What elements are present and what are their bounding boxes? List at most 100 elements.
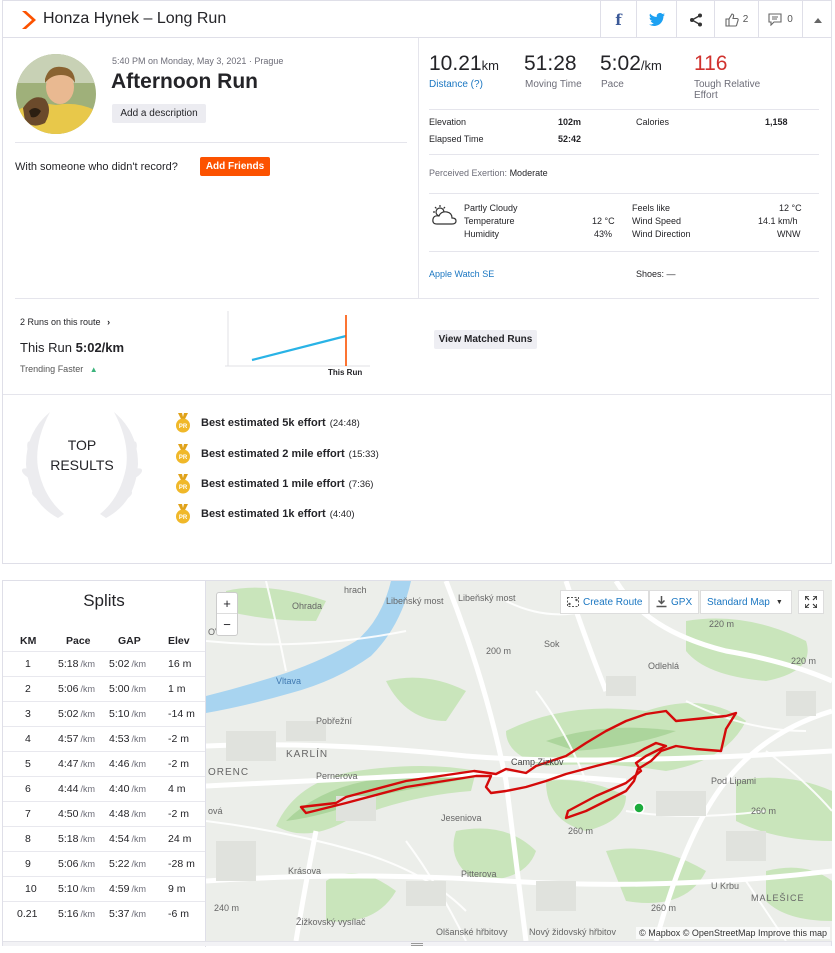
split-gap: 4:59/km	[109, 883, 146, 895]
top-results-title-line1: TOP	[67, 437, 97, 453]
pr-medal-icon: PR	[175, 413, 191, 433]
map-label: Krásova	[288, 866, 322, 876]
add-description-button[interactable]: Add a description	[112, 104, 206, 123]
split-row[interactable]: 0.21 5:16/km 5:37/km -6 m	[3, 901, 205, 926]
relative-effort-value[interactable]: 116	[694, 52, 728, 75]
split-unit: /km	[131, 759, 146, 769]
moving-time-label: Moving Time	[525, 79, 582, 90]
fullscreen-button[interactable]	[798, 590, 824, 614]
resize-handle[interactable]	[3, 941, 831, 946]
map-label: 220 m	[791, 656, 817, 666]
top-result-item[interactable]: PR Best estimated 1k effort (4:40)	[175, 504, 355, 524]
split-elev: -28 m	[168, 858, 195, 870]
split-row[interactable]: 8 5:18/km 4:54/km 24 m	[3, 826, 205, 851]
split-unit: /km	[80, 859, 95, 869]
split-row[interactable]: 2 5:06/km 5:00/km 1 m	[3, 676, 205, 701]
split-km-value: 9	[25, 858, 31, 870]
route-map[interactable]: Libeňský most Libeňský most Vltava KARLÍ…	[206, 581, 832, 941]
runs-on-route-label: 2 Runs on this route	[20, 317, 101, 327]
map-style-dropdown[interactable]: Standard Map ▼	[700, 590, 792, 614]
map-label: ová	[208, 806, 223, 816]
map-label: Pernerova	[316, 771, 358, 781]
split-pace-value: 5:02	[58, 708, 79, 720]
splits-header-km: KM	[20, 635, 37, 647]
shoes-text: Shoes: —	[636, 269, 676, 279]
route-start-marker	[633, 802, 645, 814]
zoom-in-button[interactable]: +	[217, 593, 237, 614]
split-km-value: 1	[25, 658, 31, 670]
twitter-icon	[648, 13, 665, 26]
split-row[interactable]: 4 4:57/km 4:53/km -2 m	[3, 726, 205, 751]
split-pace-value: 4:57	[58, 733, 79, 745]
split-km-value: 2	[25, 683, 31, 695]
split-unit: /km	[80, 784, 95, 794]
top-result-item[interactable]: PR Best estimated 5k effort (24:48)	[175, 413, 360, 433]
split-km-value: 7	[25, 808, 31, 820]
splits-header-gap: GAP	[118, 635, 141, 647]
facebook-share-button[interactable]: f	[600, 1, 636, 38]
split-elev: -2 m	[168, 808, 189, 820]
device-link[interactable]: Apple Watch SE	[429, 269, 495, 279]
divider	[429, 154, 819, 155]
humidity-value: 43%	[594, 229, 613, 239]
split-unit: /km	[131, 734, 146, 744]
split-km: 8	[25, 833, 31, 845]
laurel-wreath-icon	[21, 412, 143, 518]
thumbs-up-icon	[725, 12, 739, 27]
pr-medal-icon: PR	[175, 474, 191, 494]
split-elev: 4 m	[168, 783, 186, 795]
split-pace-value: 4:47	[58, 758, 79, 770]
zoom-controls: + −	[216, 592, 238, 636]
partly-cloudy-icon	[432, 205, 457, 225]
perceived-exertion-label: Perceived Exertion:	[429, 168, 508, 178]
facebook-icon: f	[615, 10, 622, 29]
split-gap: 5:02/km	[109, 658, 146, 670]
split-row[interactable]: 6 4:44/km 4:40/km 4 m	[3, 776, 205, 801]
avatar[interactable]	[15, 53, 97, 135]
split-unit: /km	[80, 709, 95, 719]
split-row[interactable]: 7 4:50/km 4:48/km -2 m	[3, 801, 205, 826]
split-unit: /km	[131, 909, 146, 919]
split-row[interactable]: 5 4:47/km 4:46/km -2 m	[3, 751, 205, 776]
split-row[interactable]: 3 5:02/km 5:10/km -14 m	[3, 701, 205, 726]
split-km-value: 4	[25, 733, 31, 745]
collapse-button[interactable]	[802, 1, 832, 38]
runs-on-route-link[interactable]: 2 Runs on this route ›	[20, 317, 110, 327]
split-row[interactable]: 1 5:18/km 5:02/km 16 m	[3, 651, 205, 676]
split-pace-value: 5:18	[58, 833, 79, 845]
gpx-button[interactable]: GPX	[649, 590, 700, 614]
elevation-value: 102m	[558, 117, 582, 127]
distance-label[interactable]: Distance (?)	[429, 79, 483, 90]
split-pace: 4:57/km	[58, 733, 95, 745]
map-label: 200 m	[486, 646, 512, 656]
share-button[interactable]	[676, 1, 714, 38]
top-result-time: (7:36)	[348, 478, 374, 490]
split-pace: 5:06/km	[58, 858, 95, 870]
split-unit: /km	[131, 809, 146, 819]
divider	[15, 142, 407, 143]
wind-direction-value: WNW	[777, 229, 801, 239]
top-result-item[interactable]: PR Best estimated 2 mile effort (15:33)	[175, 444, 379, 464]
top-result-label: Best estimated 5k effort	[201, 417, 326, 429]
relative-effort-label-line1: Tough Relative	[694, 79, 761, 90]
split-pace: 5:06/km	[58, 683, 95, 695]
map-label: Camp Zizkov	[511, 757, 564, 767]
comment-button[interactable]: 0	[758, 1, 802, 38]
map-attribution[interactable]: © Mapbox © OpenStreetMap Improve this ma…	[636, 927, 830, 939]
activity-header: Honza Hynek – Long Run f 2 0	[2, 0, 832, 38]
split-row[interactable]: 9 5:06/km 5:22/km -28 m	[3, 851, 205, 876]
top-result-time: (15:33)	[348, 448, 379, 460]
twitter-share-button[interactable]	[636, 1, 676, 38]
kudos-button[interactable]: 2	[714, 1, 758, 38]
zoom-out-button[interactable]: −	[223, 617, 231, 632]
elevation-label: Elevation	[429, 117, 467, 127]
create-route-button[interactable]: Create Route	[560, 590, 650, 614]
activity-name: Afternoon Run	[111, 70, 258, 93]
split-pace: 5:10/km	[58, 883, 95, 895]
add-friends-button[interactable]: Add Friends	[200, 157, 270, 176]
split-unit: /km	[80, 684, 95, 694]
split-row[interactable]: 10 5:10/km 4:59/km 9 m	[3, 876, 205, 901]
top-result-item[interactable]: PR Best estimated 1 mile effort (7:36)	[175, 474, 373, 494]
view-matched-runs-button[interactable]: View Matched Runs	[434, 330, 537, 349]
split-unit: /km	[80, 659, 95, 669]
